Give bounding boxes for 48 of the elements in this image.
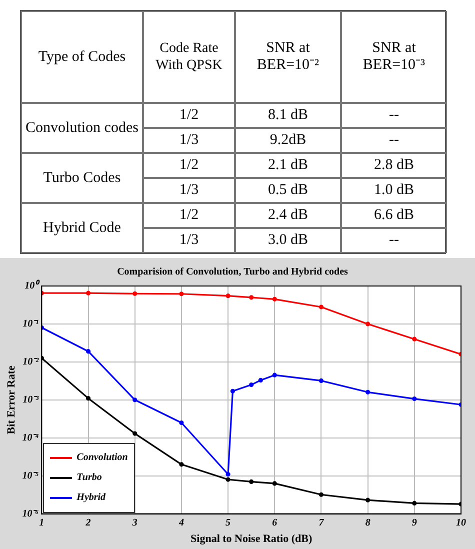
x-tick-label: 10 <box>456 517 466 528</box>
chart-title: Comparision of Convolution, Turbo and Hybrid codes <box>117 266 348 278</box>
y-tick-label: 10⁻¹ <box>22 318 39 330</box>
text: -- <box>341 228 447 253</box>
x-tick-label: 5 <box>226 517 231 528</box>
text: 1/3 <box>143 178 235 203</box>
x-axis-title: Signal to Noise Ratio (dB) <box>190 533 312 546</box>
text: 8.1 dB <box>235 103 341 128</box>
text: 0.5 dB <box>235 178 341 203</box>
legend-label: Hybrid <box>76 492 106 504</box>
y-tick-label: 10⁻² <box>22 356 40 368</box>
x-tick-label: 8 <box>365 517 370 528</box>
x-tick-label: 2 <box>84 517 91 528</box>
text: 1/3 <box>143 128 235 153</box>
text: Turbo Codes <box>21 153 143 203</box>
legend-label: Turbo <box>76 472 102 484</box>
text: Convolution codes <box>21 103 143 153</box>
text: -- <box>341 128 447 153</box>
x-tick-label: 9 <box>412 517 417 528</box>
text: 6.6 dB <box>341 203 447 228</box>
x-tick-label: 1 <box>39 517 44 528</box>
text: 1/2 <box>143 153 235 178</box>
text: -- <box>341 103 447 128</box>
text: 2.1 dB <box>235 153 341 178</box>
text: 9.2dB <box>235 128 341 153</box>
y-tick-label: 10⁻³ <box>22 394 40 406</box>
x-tick-label: 4 <box>178 517 184 528</box>
text: SNR at BER=10⁻² <box>235 11 341 103</box>
legend-label: Convolution <box>76 452 128 464</box>
x-tick-label: 7 <box>318 517 325 528</box>
y-axis-title: Bit Error Rate <box>5 365 18 434</box>
x-tick-label: 6 <box>272 517 278 528</box>
y-tick-label: 10⁻⁴ <box>22 432 40 444</box>
text: 1/2 <box>143 203 235 228</box>
y-tick-label: 10⁰ <box>24 280 41 292</box>
y-tick-label: 10⁻⁶ <box>22 508 40 520</box>
text: 2.8 dB <box>341 153 447 178</box>
text: 1/3 <box>143 228 235 253</box>
text: SNR at BER=10⁻³ <box>341 11 447 103</box>
text: 3.0 dB <box>235 228 341 253</box>
text: Hybrid Code <box>21 203 143 253</box>
text: 1/2 <box>143 103 235 128</box>
text: Code Rate With QPSK <box>143 11 235 103</box>
y-tick-label: 10⁻⁵ <box>22 470 40 482</box>
text: Type of Codes <box>21 11 143 103</box>
text: 1.0 dB <box>341 178 447 203</box>
x-tick-label: 3 <box>131 517 138 528</box>
text: 2.4 dB <box>235 203 341 228</box>
